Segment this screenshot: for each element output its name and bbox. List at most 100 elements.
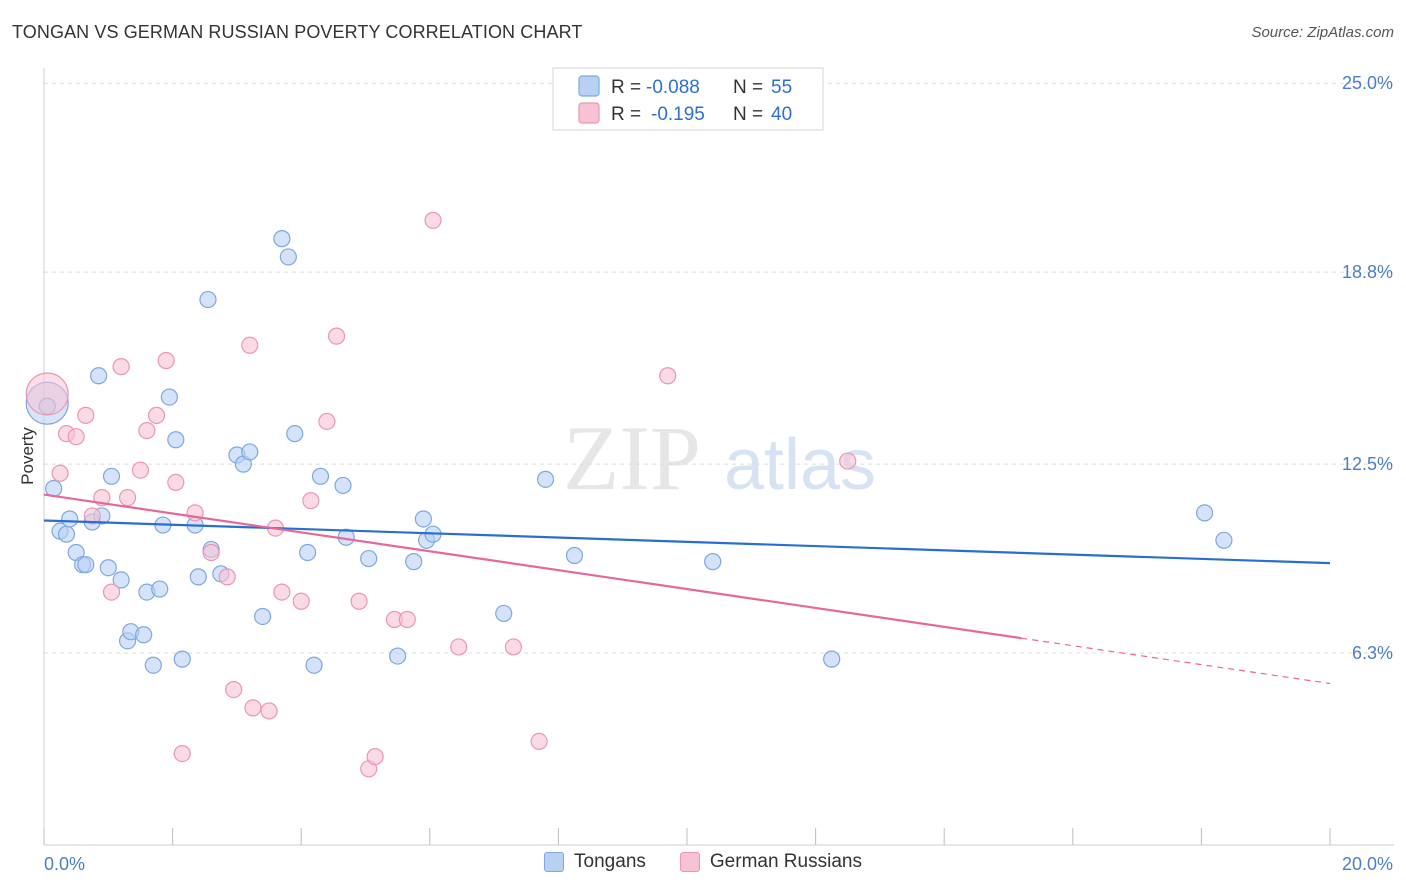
german-russians-point bbox=[302, 492, 320, 510]
legend-german-n-value: 40 bbox=[771, 104, 792, 125]
tongans-point bbox=[160, 388, 178, 406]
german-russians-point bbox=[167, 473, 185, 491]
german-russians-point bbox=[218, 568, 236, 586]
german-russians-point bbox=[292, 592, 310, 610]
german-russians-point bbox=[244, 699, 262, 717]
german-russians-point bbox=[25, 372, 69, 416]
legend-item-tongans: Tongans bbox=[544, 851, 646, 873]
legend-swatch-german-russians-bottom bbox=[679, 852, 700, 872]
legend-item-german-russians: German Russians bbox=[679, 851, 862, 873]
tongans-point bbox=[99, 559, 117, 577]
german-russians-trendline-extension bbox=[1021, 637, 1331, 685]
tongans-point bbox=[1196, 504, 1214, 522]
german-russians-point bbox=[327, 327, 346, 345]
tongans-point bbox=[102, 467, 121, 485]
tongans-point bbox=[360, 549, 378, 568]
tongans-point bbox=[305, 656, 323, 674]
legend-swatch-tongans bbox=[578, 75, 600, 97]
legend-tongans-r-value: -0.088 bbox=[646, 77, 700, 98]
german-russians-point bbox=[839, 452, 857, 470]
german-russians-point bbox=[504, 638, 522, 656]
german-russians-point bbox=[273, 583, 291, 601]
german-russians-point bbox=[530, 732, 548, 751]
tongans-point bbox=[536, 470, 555, 488]
legend-swatch-german-russians bbox=[578, 102, 600, 124]
legend-tongans-n-value: 55 bbox=[771, 77, 792, 98]
legend-german-n-label: N = bbox=[733, 104, 763, 125]
legend-german-r-label: R = bbox=[611, 104, 641, 125]
german-russians-point bbox=[173, 744, 191, 763]
german-russians-point bbox=[67, 428, 85, 446]
german-russians-point bbox=[147, 406, 166, 424]
tongans-point bbox=[77, 556, 95, 574]
tongans-point bbox=[199, 290, 217, 309]
x-tick-label: 20.0% bbox=[1342, 854, 1393, 874]
x-ticks: 0.0% 20.0% bbox=[43, 828, 1393, 874]
german-russians-point bbox=[51, 464, 69, 482]
tongans-point bbox=[704, 553, 722, 571]
grid bbox=[44, 82, 1394, 654]
x-tick-label: 0.0% bbox=[44, 854, 85, 874]
german-russians-point bbox=[424, 211, 442, 229]
tongans-point bbox=[823, 650, 841, 668]
german-russians-point bbox=[350, 592, 368, 610]
german-russians-point bbox=[157, 351, 175, 370]
tongans-point bbox=[565, 546, 584, 565]
chart-source: Source: ZipAtlas.com bbox=[1251, 24, 1394, 41]
tongans-point bbox=[273, 230, 291, 248]
trendlines bbox=[43, 493, 1331, 685]
legend-tongans-r-label: R = bbox=[611, 77, 641, 98]
german-russians-point bbox=[241, 336, 259, 354]
tongans-point bbox=[61, 510, 79, 528]
german-russians-point bbox=[202, 543, 220, 562]
tongans-point bbox=[414, 510, 432, 528]
german-russians-point bbox=[225, 680, 243, 699]
tongans-point bbox=[241, 443, 259, 461]
tongans-point bbox=[495, 604, 513, 623]
series-legend: Tongans German Russians bbox=[0, 851, 1406, 873]
german-russians-point bbox=[260, 702, 278, 720]
german-russians-point bbox=[77, 406, 95, 424]
tongans-point bbox=[90, 367, 108, 385]
y-tick-label: 6.3% bbox=[1352, 643, 1393, 663]
tongans-point bbox=[311, 467, 330, 485]
german-russians-point bbox=[366, 748, 384, 766]
tongans-point bbox=[57, 525, 76, 543]
watermark: ZIP atlas bbox=[563, 407, 876, 509]
chart-title: TONGAN VS GERMAN RUSSIAN POVERTY CORRELA… bbox=[12, 22, 583, 42]
tongans-point bbox=[299, 543, 317, 562]
tongans-point bbox=[135, 626, 153, 644]
legend-german-r-value: -0.195 bbox=[651, 104, 705, 125]
tongans-point bbox=[151, 580, 169, 598]
y-ticks: 6.3% 12.5% 18.8% 25.0% bbox=[1342, 73, 1393, 663]
watermark-zip: ZIP bbox=[563, 407, 701, 509]
tongans-point bbox=[279, 248, 297, 266]
legend-label-tongans: Tongans bbox=[574, 851, 646, 872]
german-russians-point bbox=[118, 489, 137, 507]
german-russians-point bbox=[138, 422, 156, 440]
series-german-russians bbox=[25, 211, 857, 778]
legend-label-german-russians: German Russians bbox=[709, 851, 862, 872]
german-russians-point bbox=[318, 412, 336, 431]
tongans-point bbox=[334, 476, 352, 495]
german-russians-point bbox=[131, 461, 150, 479]
german-russians-point bbox=[83, 507, 101, 525]
german-russians-point bbox=[112, 358, 130, 376]
tongans-point bbox=[254, 607, 272, 626]
german-russians-point bbox=[102, 583, 121, 601]
legend-tongans-n-label: N = bbox=[733, 77, 763, 98]
y-tick-label: 18.8% bbox=[1342, 262, 1393, 282]
legend-swatch-tongans-bottom bbox=[544, 852, 565, 872]
tongans-point bbox=[1215, 531, 1233, 549]
tongans-point bbox=[167, 431, 185, 449]
y-tick-label: 12.5% bbox=[1342, 454, 1393, 474]
german-russians-point bbox=[450, 638, 468, 656]
tongans-trendline bbox=[43, 519, 1331, 565]
y-tick-label: 25.0% bbox=[1342, 73, 1393, 93]
tongans-point bbox=[189, 568, 207, 586]
german-russians-point bbox=[398, 610, 416, 629]
german-russians-point bbox=[659, 367, 677, 385]
tongans-point bbox=[144, 656, 162, 674]
tongans-point bbox=[173, 650, 191, 668]
